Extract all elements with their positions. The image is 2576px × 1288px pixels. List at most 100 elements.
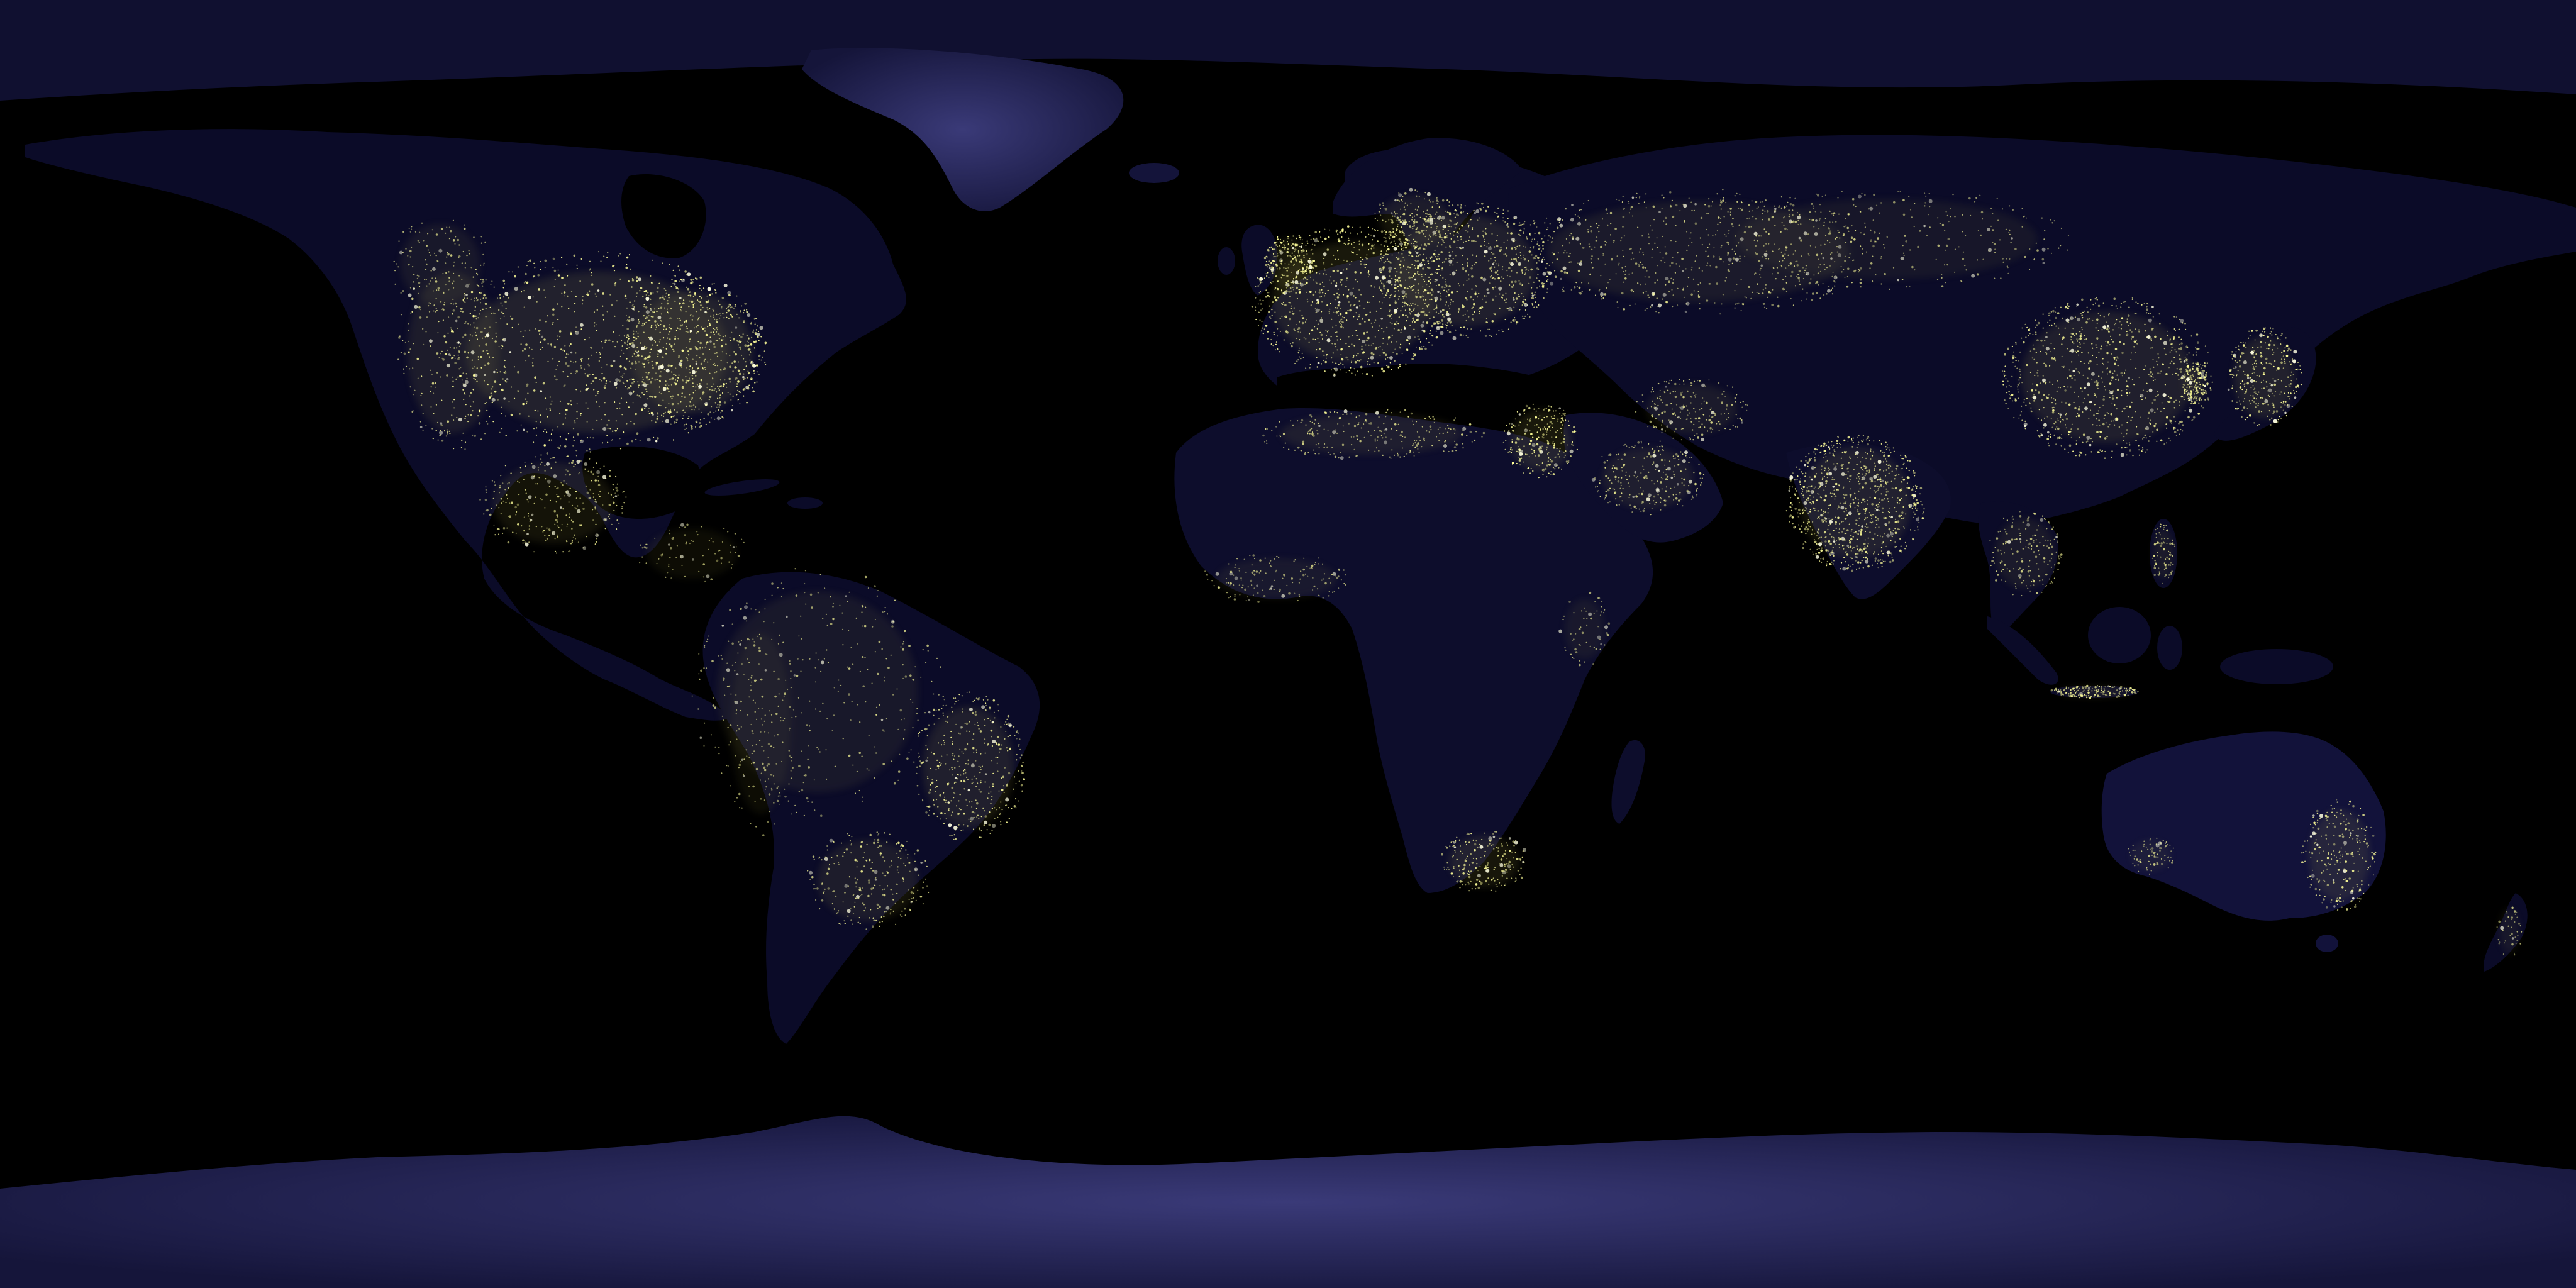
city-light [1310,238,1312,240]
city-light [532,276,535,278]
city-light [740,391,741,394]
city-light [1389,260,1391,263]
city-light [754,801,756,802]
city-light [419,309,421,311]
city-light [648,319,650,321]
city-light [1374,244,1375,246]
city-light [1511,309,1513,311]
city-light [542,382,545,385]
city-light [679,269,680,271]
city-light [419,421,421,423]
city-light [725,353,727,355]
city-light [729,609,731,611]
city-light [586,293,589,296]
city-light [520,424,522,426]
city-light [1352,287,1354,289]
city-light [790,670,792,672]
city-light [532,357,534,360]
city-light [825,857,827,859]
city-light [961,695,963,697]
city-light [989,708,991,710]
city-light [1255,297,1257,299]
city-light [1440,292,1441,294]
city-light [534,376,536,379]
city-light [692,279,694,280]
city-light [848,835,850,836]
city-light [1325,357,1327,359]
city-light [780,596,782,598]
city-light [616,483,618,485]
city-light [403,352,406,355]
city-light [1357,359,1358,362]
city-light [438,289,440,291]
city-light [1379,301,1380,303]
city-light [446,349,448,352]
city-light [735,546,737,548]
city-light [597,289,600,292]
city-light [1494,271,1497,274]
city-light [479,309,482,312]
city-light [1440,298,1442,301]
city-light [1534,294,1536,296]
city-light [1314,231,1317,234]
city-light [772,775,775,777]
city-light [669,557,671,558]
city-light [627,340,629,341]
city-light [975,711,977,713]
city-light [684,396,686,398]
city-light [798,635,800,637]
city-light [1407,335,1411,340]
city-light [419,426,423,428]
city-light [483,380,486,382]
city-light [1279,330,1281,333]
city-light [1422,310,1425,313]
city-light [1501,296,1502,298]
city-light [463,224,465,226]
city-light [580,440,582,441]
city-light [1492,263,1494,265]
city-light [979,829,981,831]
city-light [650,308,652,309]
city-light [996,762,998,764]
city-light [1530,224,1531,226]
city-light [1518,233,1520,235]
city-light [990,729,993,732]
city-light [411,411,413,413]
city-light [556,487,558,490]
city-light [1522,223,1525,225]
city-light [753,644,756,647]
city-light [958,694,960,696]
city-light [1342,294,1345,296]
city-light [926,644,929,647]
city-light [1297,331,1299,333]
city-light [871,682,873,684]
city-light [1451,260,1453,262]
city-light [790,687,792,689]
city-light [1391,277,1393,280]
city-light [1365,373,1368,375]
city-light [1543,282,1545,285]
city-light [635,362,637,365]
city-light [1479,310,1480,313]
city-light [1269,267,1271,269]
city-light [1339,313,1342,316]
city-light [1380,253,1382,255]
city-light [1335,324,1337,326]
city-light [518,482,520,484]
city-light [1464,313,1466,315]
city-light [922,903,924,905]
city-light [1447,305,1450,307]
city-light [702,368,704,370]
city-light [1360,263,1362,265]
city-light [809,870,813,875]
city-light [552,358,554,360]
city-light [1507,218,1509,219]
city-light [1417,270,1419,273]
city-light [630,378,632,380]
city-light [674,280,677,282]
city-light [658,341,660,343]
city-light [1452,274,1454,276]
city-light [1317,301,1320,303]
city-light [1445,283,1447,285]
city-light [710,315,712,317]
